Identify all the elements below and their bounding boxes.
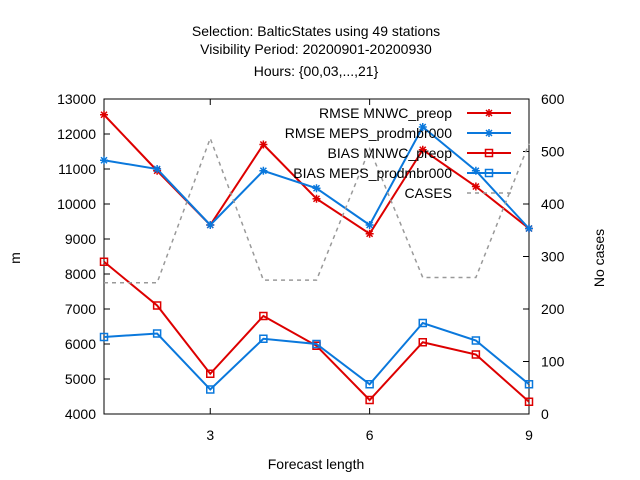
data-point-marker xyxy=(206,369,215,378)
data-point-marker xyxy=(365,395,374,405)
data-point-marker xyxy=(259,166,268,175)
data-point-marker xyxy=(365,229,374,238)
y-axis: 4000 5000 6000 7000 8000 9000 10000 11000 12000 1… xyxy=(57,91,110,422)
data-point-marker xyxy=(312,184,321,193)
x-tick-label: 6 xyxy=(366,427,374,443)
data-point-marker xyxy=(418,123,427,131)
y2-tick-label: 400 xyxy=(541,196,565,212)
y-tick-label: 5000 xyxy=(65,371,96,387)
data-point-marker xyxy=(418,338,427,347)
y2-tick-label: 500 xyxy=(541,144,565,160)
y-tick-label: 8000 xyxy=(65,266,96,282)
plot-area-frame xyxy=(103,98,530,415)
y-tick-label: 12000 xyxy=(57,126,96,142)
data-point-marker xyxy=(418,145,427,154)
y-tick-label: 9000 xyxy=(65,231,96,247)
data-point-marker xyxy=(99,332,109,342)
data-point-marker xyxy=(152,301,162,310)
data-point-marker xyxy=(153,165,162,173)
data-point-marker xyxy=(471,166,480,175)
y-axis-label: m xyxy=(7,252,23,264)
data-point-marker xyxy=(312,339,321,349)
y-tick-label: 13000 xyxy=(57,91,96,107)
y2-tick-label: 200 xyxy=(541,301,565,317)
data-point-marker xyxy=(524,397,534,406)
data-point-marker xyxy=(100,110,108,119)
data-point-marker xyxy=(471,336,481,345)
data-point-marker xyxy=(484,168,494,178)
legend-label: BIAS MNWC_preop xyxy=(328,145,453,161)
data-point-marker xyxy=(312,194,321,203)
legend-label: RMSE MNWC_preop xyxy=(319,105,452,121)
data-point-marker xyxy=(418,318,427,328)
data-point-marker xyxy=(152,329,162,338)
legend-label: BIAS MEPS_prodmbr000 xyxy=(293,165,452,181)
data-point-marker xyxy=(100,156,108,165)
series-line xyxy=(103,260,530,403)
series-line xyxy=(103,321,530,391)
data-point-marker xyxy=(471,182,480,191)
data-point-marker xyxy=(485,129,493,137)
x-tick-label: 3 xyxy=(206,427,214,443)
chart-title-line-2: Visibility Period: 20200901-20200930 xyxy=(200,41,432,57)
data-point-marker xyxy=(259,311,268,321)
series-layer xyxy=(99,110,534,406)
y2-axis-label: No cases xyxy=(591,229,607,287)
y2-tick-label: 0 xyxy=(541,406,549,422)
data-point-marker xyxy=(365,221,374,229)
y2-axis: 0 100 200 300 400 500 600 xyxy=(523,91,565,422)
data-point-marker xyxy=(206,385,215,394)
data-point-marker xyxy=(259,334,268,343)
chart-title-line-1: Selection: BalticStates using 49 station… xyxy=(192,23,440,39)
y2-tick-label: 100 xyxy=(541,354,565,370)
data-point-marker xyxy=(365,380,374,389)
data-point-marker xyxy=(485,109,493,117)
data-point-marker xyxy=(471,350,481,359)
y-tick-label: 4000 xyxy=(65,406,96,422)
legend-label: CASES xyxy=(405,185,452,201)
data-point-marker xyxy=(524,380,534,389)
y-tick-label: 6000 xyxy=(65,336,96,352)
series-line xyxy=(104,136,530,284)
y-tick-label: 7000 xyxy=(65,301,96,317)
x-axis: 3 6 9 xyxy=(206,99,533,443)
data-point-marker xyxy=(99,257,109,266)
chart-title-line-3: Hours: {00,03,...,21} xyxy=(254,63,379,79)
legend: RMSE MNWC_preop RMSE MEPS_prodmbr000 BIAS … xyxy=(285,105,511,201)
x-tick-label: 9 xyxy=(525,427,533,443)
data-point-marker xyxy=(525,224,533,233)
legend-label: RMSE MEPS_prodmbr000 xyxy=(285,125,453,141)
y2-tick-label: 300 xyxy=(541,249,565,265)
y-tick-label: 11000 xyxy=(58,161,96,177)
y2-tick-label: 600 xyxy=(541,91,565,107)
y-tick-label: 10000 xyxy=(57,196,96,212)
data-point-marker xyxy=(259,140,268,149)
data-point-marker xyxy=(484,148,494,158)
x-axis-label: Forecast length xyxy=(268,456,365,472)
data-point-marker xyxy=(206,221,215,229)
